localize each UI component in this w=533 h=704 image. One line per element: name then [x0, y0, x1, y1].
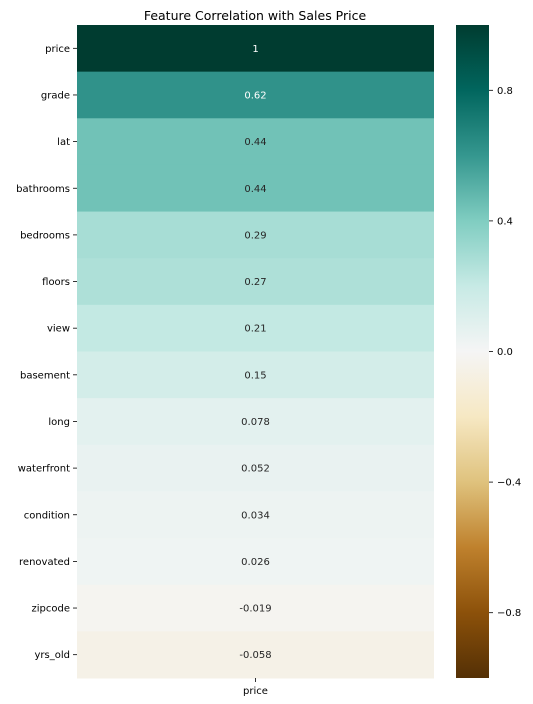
y-tick-label: view — [47, 324, 70, 335]
y-tick-label: floors — [42, 277, 70, 288]
heatmap-cell — [77, 164, 434, 213]
heatmap-cells: 1 0.62 0.44 0.44 0.29 0.27 0.21 0.15 0.078 0.052 0… — [77, 25, 434, 679]
x-tick-label: price — [243, 686, 268, 697]
heatmap-cell — [77, 398, 434, 446]
chart-title: Feature Correlation with Sales Price — [144, 8, 367, 23]
heatmap-cell — [77, 584, 434, 632]
y-tick-label: basement — [20, 370, 70, 381]
heatmap-cell — [77, 211, 434, 259]
cell-value-label: 0.052 — [241, 464, 270, 475]
colorbar: 0.8 0.4 0.0 −0.4 −0.8 — [456, 25, 521, 678]
heatmap-cell — [77, 444, 434, 492]
cell-value-label: 0.44 — [244, 184, 266, 195]
x-axis: price — [243, 678, 268, 697]
cell-value-label: 0.62 — [244, 90, 266, 101]
y-tick-label: long — [48, 417, 70, 428]
cell-value-label: 0.29 — [244, 230, 266, 241]
heatmap-cell — [77, 304, 434, 352]
y-tick-label: bedrooms — [20, 230, 70, 241]
cell-value-label: -0.019 — [239, 604, 271, 615]
cell-value-label: -0.058 — [239, 650, 271, 661]
cell-value-label: 0.15 — [244, 370, 266, 381]
colorbar-tick-label: 0.0 — [497, 347, 513, 358]
heatmap-cell — [77, 351, 434, 399]
cell-value-label: 0.21 — [244, 324, 266, 335]
y-tick-label: condition — [24, 510, 70, 521]
cell-value-label: 1 — [252, 44, 258, 55]
y-tick-label: yrs_old — [35, 650, 70, 661]
colorbar-tick-label: −0.4 — [497, 478, 521, 489]
colorbar-tick-label: 0.4 — [497, 216, 513, 227]
colorbar-tick-label: −0.8 — [497, 608, 521, 619]
heatmap-cell — [77, 258, 434, 306]
heatmap-cell — [77, 71, 434, 119]
cell-value-label: 0.44 — [244, 137, 266, 148]
y-tick-label: bathrooms — [16, 184, 70, 195]
heatmap-cell — [77, 25, 434, 73]
y-tick-label: price — [45, 44, 70, 55]
cell-value-label: 0.078 — [241, 417, 270, 428]
heatmap-cell — [77, 631, 434, 679]
y-tick-label: renovated — [19, 557, 70, 568]
heatmap-cell — [77, 491, 434, 539]
row-labels: price grade lat bathrooms bedrooms floors view… — [16, 44, 77, 661]
y-tick-label: lat — [57, 137, 70, 148]
heatmap-cell — [77, 538, 434, 586]
colorbar-tick-label: 0.8 — [497, 86, 513, 97]
cell-value-label: 0.27 — [244, 277, 266, 288]
heatmap-cell — [77, 118, 434, 166]
y-tick-label: grade — [41, 90, 70, 101]
y-tick-label: zipcode — [32, 604, 71, 615]
cell-value-label: 0.034 — [241, 510, 270, 521]
colorbar-gradient — [456, 25, 489, 678]
cell-value-label: 0.026 — [241, 557, 270, 568]
y-tick-label: waterfront — [18, 464, 70, 475]
